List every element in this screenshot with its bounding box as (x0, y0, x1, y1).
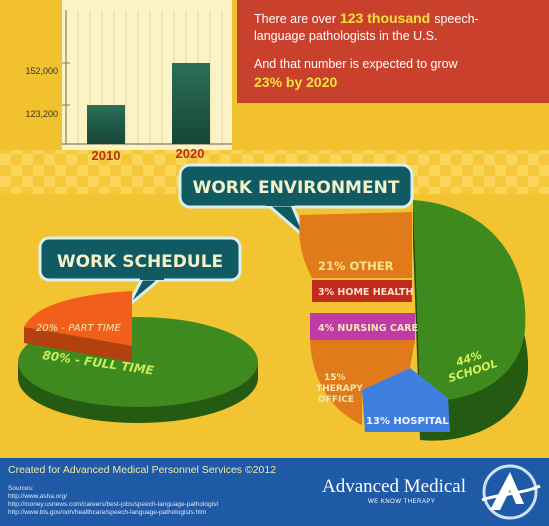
stat-box-background (237, 0, 549, 103)
pie-depth-part-time (24, 327, 132, 362)
work-environment-title: WORK ENVIRONMENT (193, 178, 400, 198)
callout-pointer-joint (266, 198, 294, 206)
callout-pointer-joint (140, 273, 164, 280)
footer-created-by: Created for Advanced Medical Personnel S… (8, 464, 277, 476)
bar-chart: 152,000 123,200 2010 2020 (25, 0, 232, 163)
stat-line-4: 23% by 2020 (254, 74, 337, 90)
bar-2020 (172, 63, 210, 144)
sources-title: Sources: (8, 485, 34, 492)
work-schedule-callout: WORK SCHEDULE (38, 236, 242, 308)
label-part-time: 20% - PART TIME (36, 323, 121, 334)
label-nursing-care: 4% NURSING CARE (318, 323, 418, 334)
footer-sources: Sources: http://www.asha.org/ http://mon… (8, 485, 218, 517)
pie-slice-nursing-care (310, 313, 415, 340)
x-tick-label-2010: 2010 (92, 148, 121, 163)
pie-slice-school (413, 200, 526, 401)
y-tick-label-123200: 123,200 (25, 109, 58, 119)
label-home-health: 3% HOME HEALTH (318, 287, 413, 298)
label-therapy-office: 15% THERAPY OFFICE (316, 373, 363, 405)
x-tick-label-2020: 2020 (176, 146, 205, 161)
label-other: 21% OTHER (318, 259, 394, 273)
source-link-usnews[interactable]: http://money.usnews.com/careers/best-job… (8, 501, 219, 508)
work-schedule-pie: 20% - PART TIME 80% - FULL TIME (18, 291, 258, 423)
callout-bubble (178, 163, 414, 209)
stat-line-3: And that number is expected to grow (254, 57, 459, 71)
source-link-bls[interactable]: http://www.bls.gov/ooh/healthcare/speech… (8, 509, 207, 516)
source-link-asha[interactable]: http://www.asha.org/ (8, 493, 67, 500)
label-hospital: 13% HOSPITAL (366, 416, 449, 427)
pie-slice-other (299, 212, 412, 278)
bar-2010 (87, 105, 125, 144)
pie-slice-home-health (312, 280, 412, 302)
advanced-medical-logo (481, 464, 541, 520)
footer: Created for Advanced Medical Personnel S… (0, 458, 549, 526)
brand-name: Advanced Medical (322, 476, 467, 497)
stat-line-2: language pathologists in the U.S. (254, 29, 437, 43)
pie-slice-part-time (24, 291, 132, 346)
pie-slice-therapy-office (310, 340, 415, 425)
stat-line-1: There are over 123 thousand speech- (254, 10, 479, 26)
stat-box: There are over 123 thousand speech- langua… (237, 0, 549, 103)
y-tick-label-152000: 152,000 (25, 66, 58, 76)
work-environment-callout: WORK ENVIRONMENT (178, 163, 414, 240)
pie-slice-hospital (362, 368, 450, 432)
work-environment-pie: 21% OTHER 3% HOME HEALTH 4% NURSING CARE… (299, 200, 529, 441)
work-schedule-title: WORK SCHEDULE (57, 252, 223, 272)
brand-tagline: WE KNOW THERAPY (368, 499, 436, 505)
